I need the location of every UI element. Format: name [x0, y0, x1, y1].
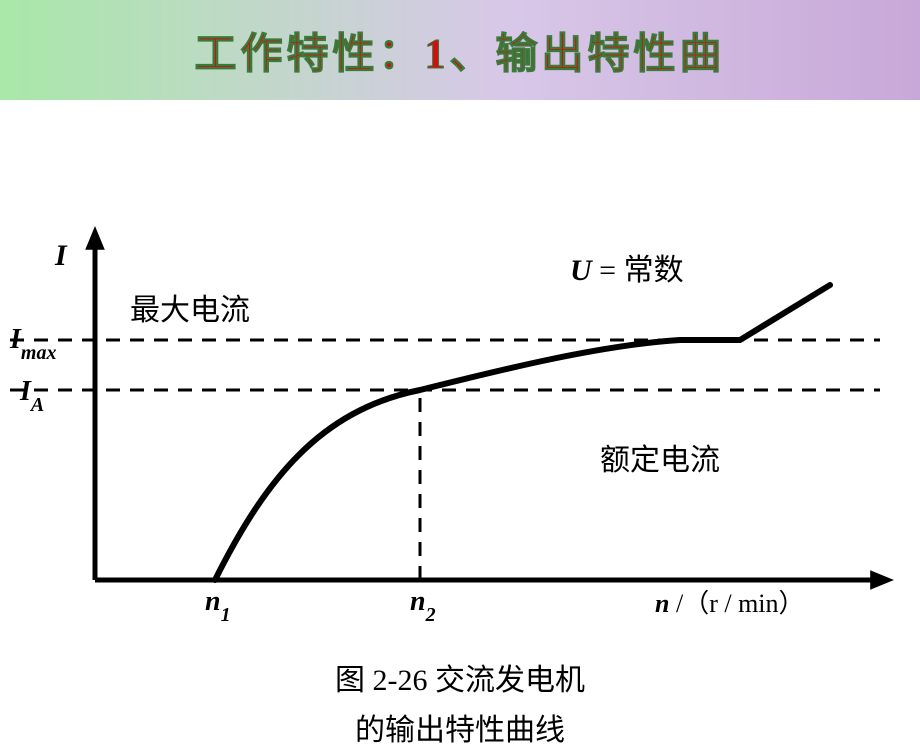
chart-container: IImaxIAn1n2n /（r / min）最大电流U = 常数额定电流 图 … [0, 100, 920, 690]
svg-text:IA: IA [19, 376, 44, 416]
svg-text:U = 常数: U = 常数 [570, 254, 684, 287]
slide-header: 工作特性：1、输出特性曲 [0, 0, 920, 100]
figure-caption-line1: 图 2-26 交流发电机 [0, 655, 920, 699]
svg-text:最大电流: 最大电流 [130, 294, 250, 327]
svg-text:I: I [54, 239, 68, 272]
svg-text:n /（r / min）: n /（r / min） [655, 589, 805, 618]
svg-text:额定电流: 额定电流 [600, 444, 720, 477]
svg-text:Imax: Imax [9, 324, 56, 364]
svg-text:n1: n1 [205, 586, 231, 626]
slide-title: 工作特性：1、输出特性曲 [194, 20, 725, 81]
output-characteristic-chart: I Imax IA n1 n2 n /（r / min） 最大电流 U = 常数额定电流 [0, 100, 920, 640]
figure-caption-line2: 的输出特性曲线 [0, 705, 920, 749]
svg-text:n2: n2 [410, 586, 436, 626]
